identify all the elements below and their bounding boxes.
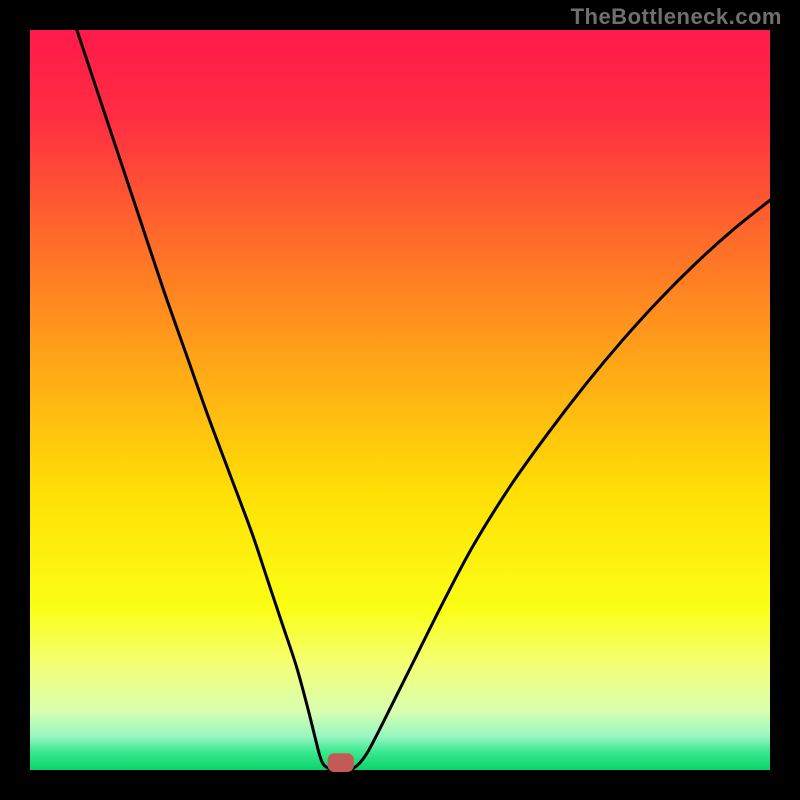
optimal-point-marker xyxy=(328,754,353,772)
chart-svg xyxy=(0,0,800,800)
figure-frame: TheBottleneck.com xyxy=(0,0,800,800)
gradient-background xyxy=(30,30,770,770)
